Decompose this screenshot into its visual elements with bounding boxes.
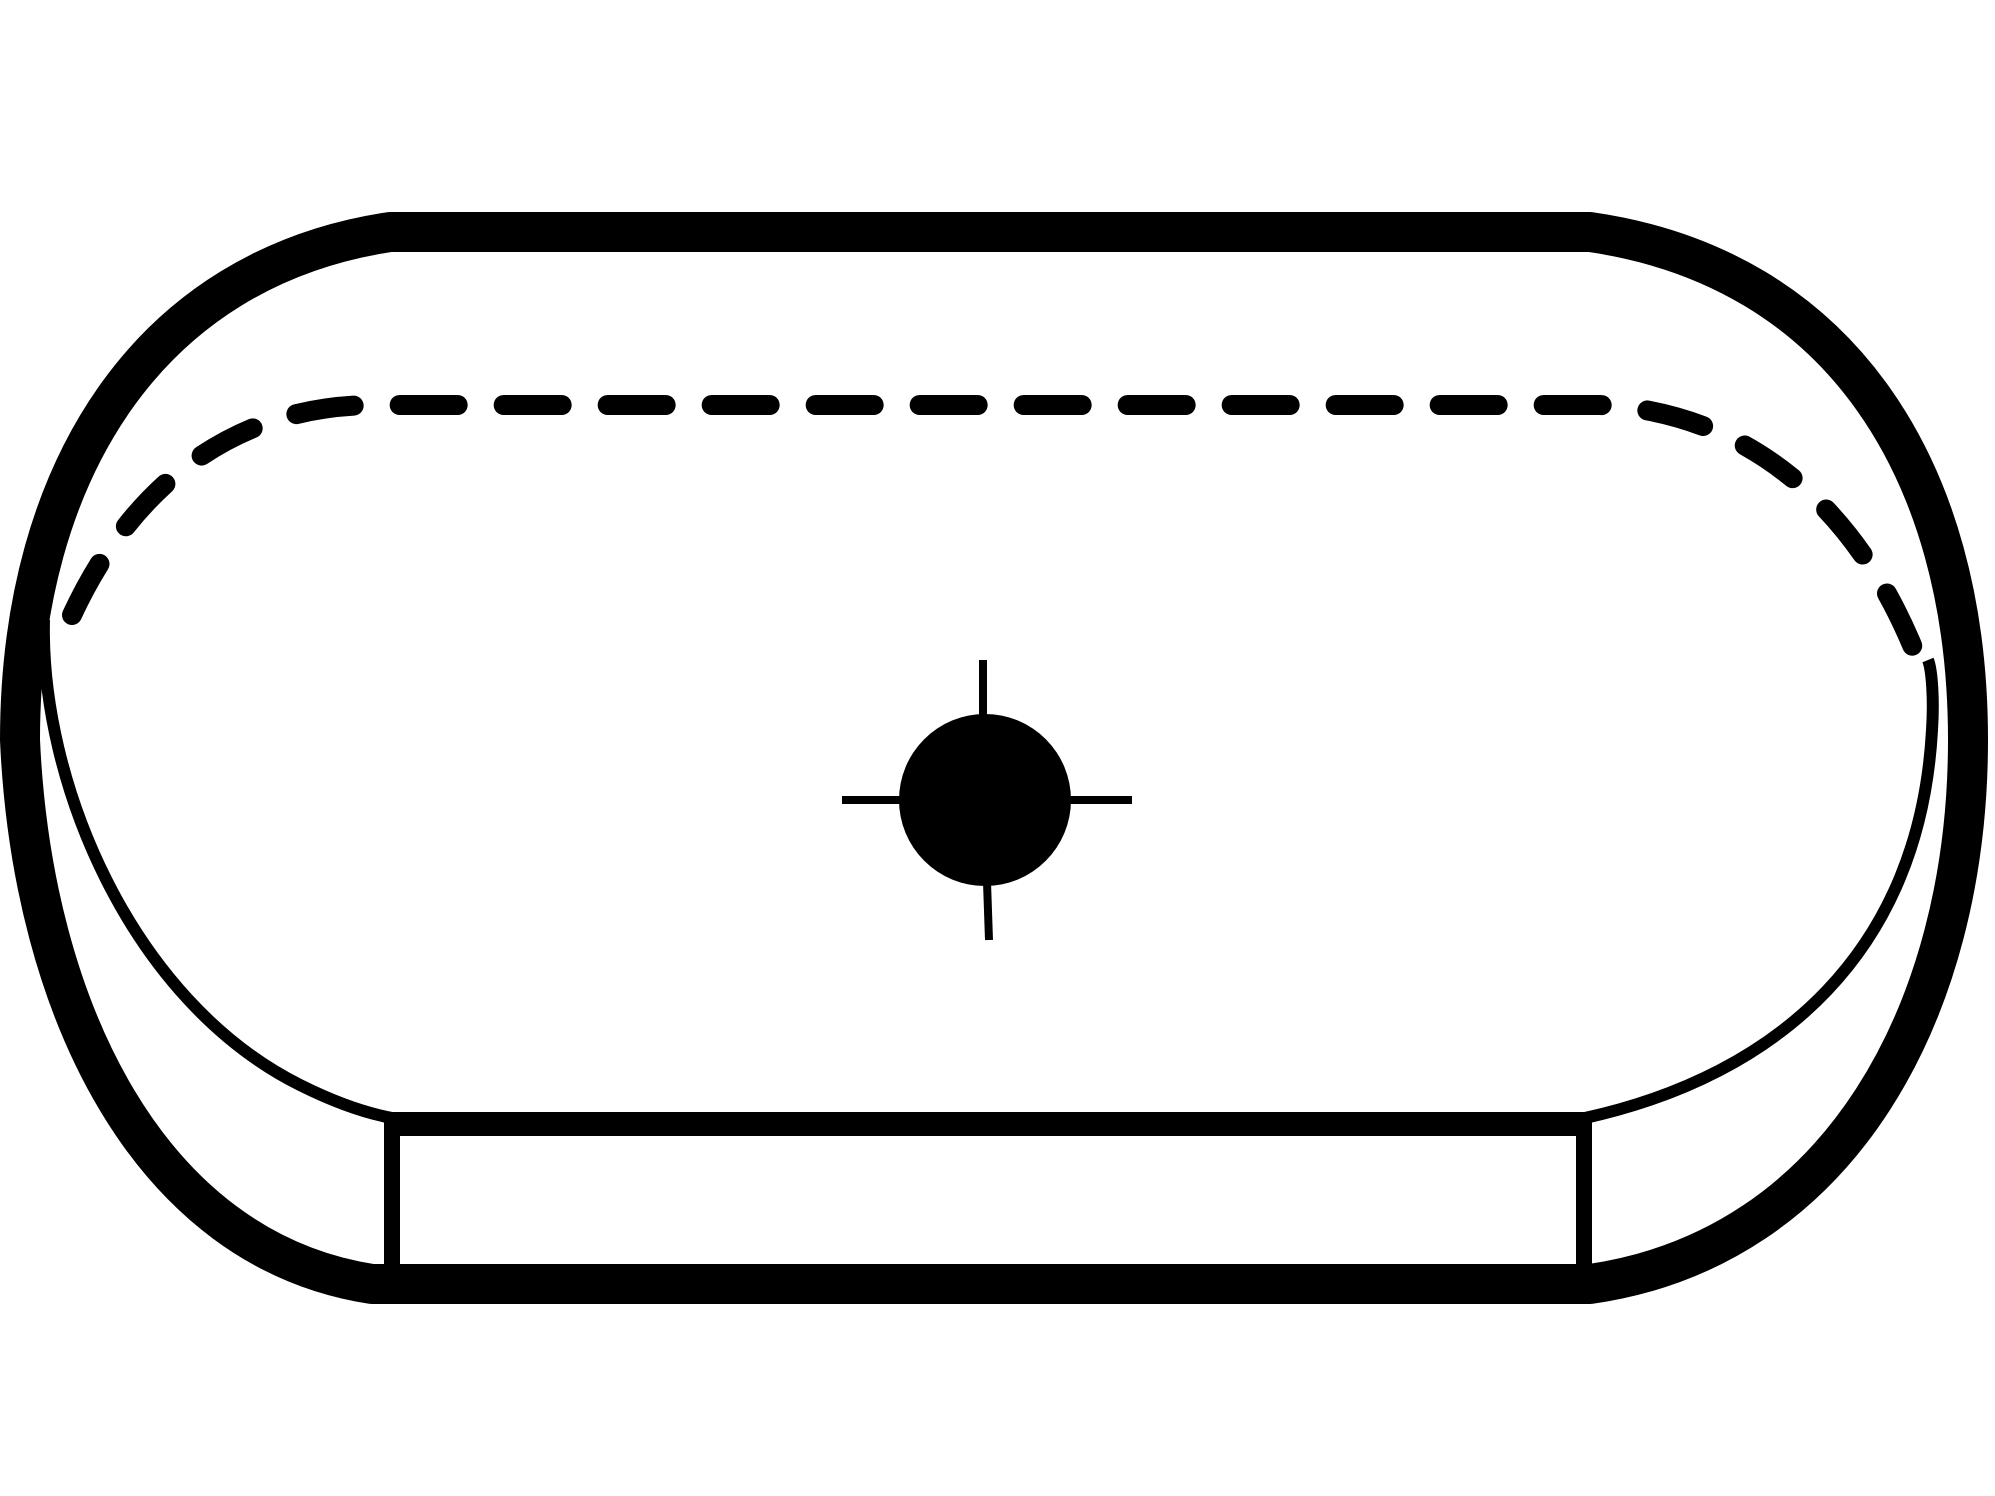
hidden-edge-outline xyxy=(62,395,1928,670)
centerline-cross xyxy=(842,660,1132,941)
front-panel xyxy=(384,1120,1592,1282)
drain-hole xyxy=(899,714,1071,886)
outer-outline xyxy=(0,212,1988,1304)
bowl-rim xyxy=(37,619,1939,1124)
